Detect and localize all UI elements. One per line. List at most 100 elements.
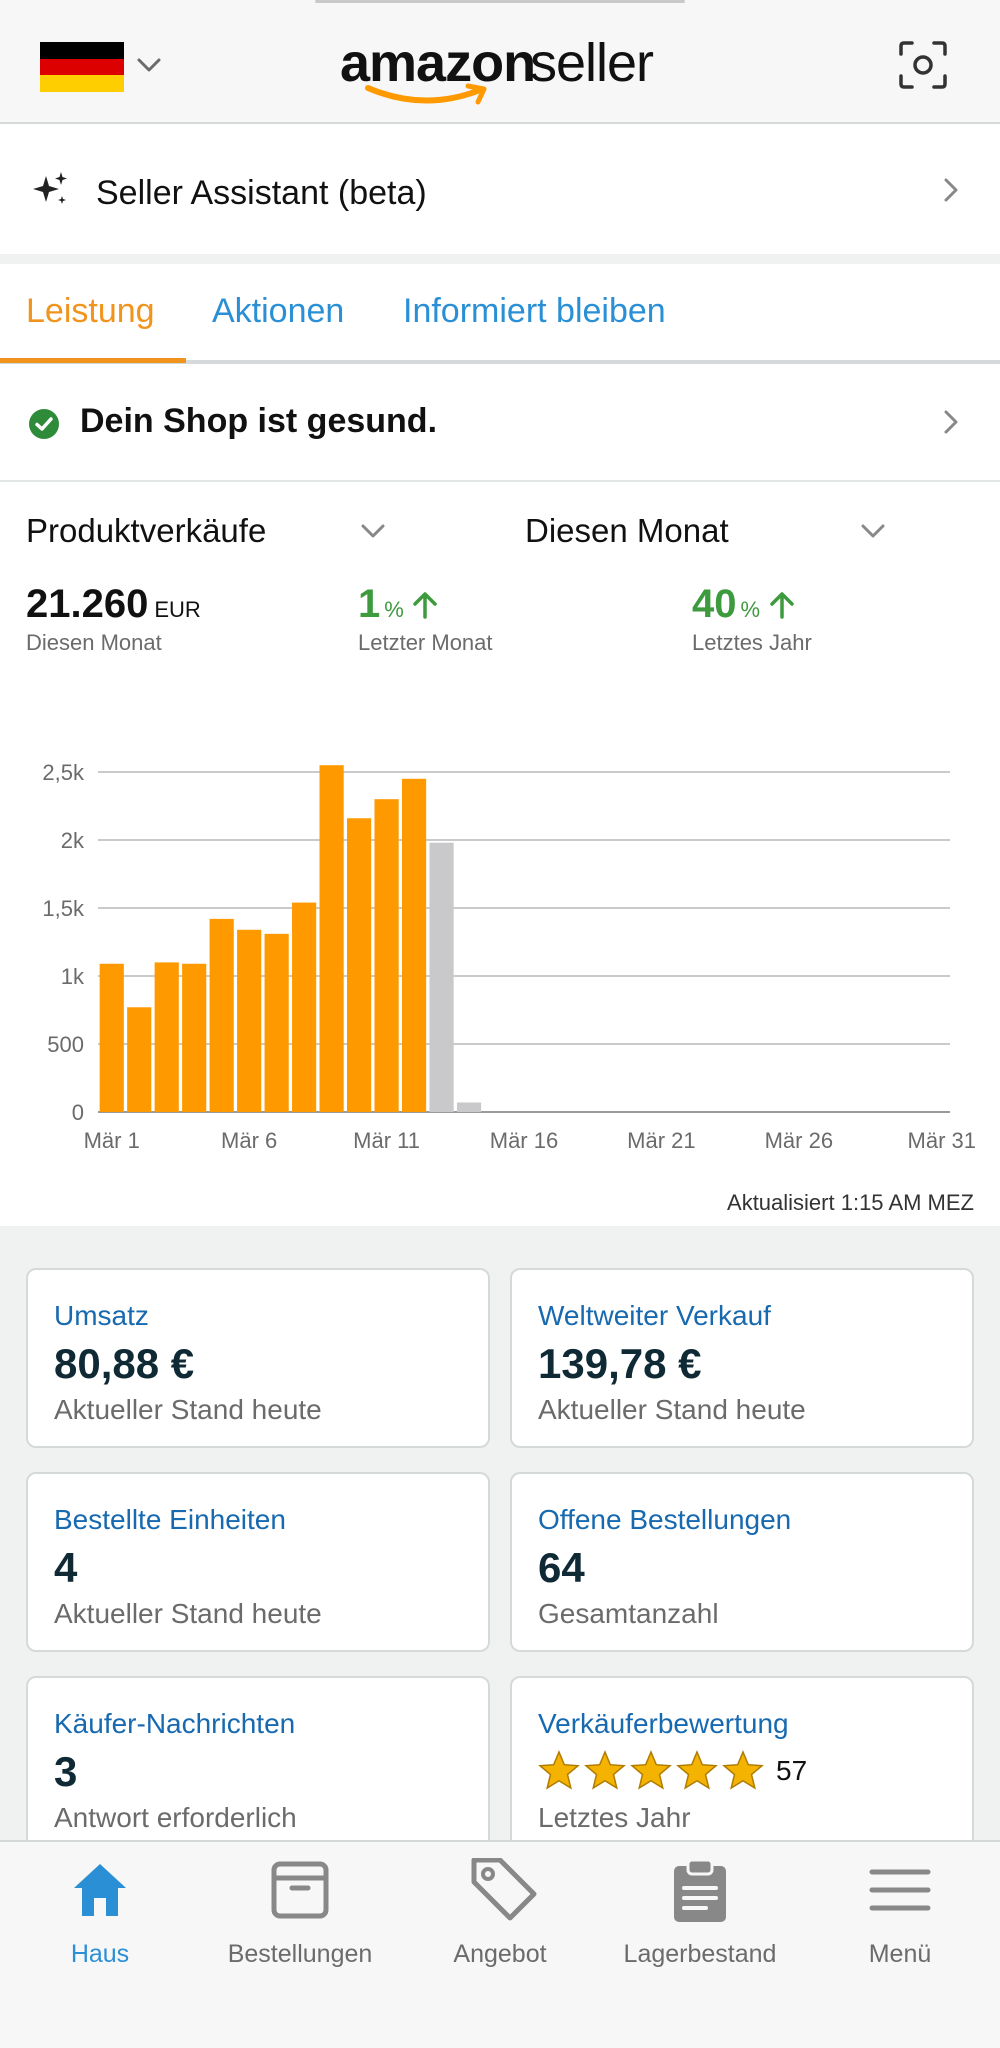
card-verkaeuferbewertung[interactable]: Verkäuferbewertung 57 Letztes Jahr [510, 1676, 974, 1856]
logo-word-seller: seller [530, 33, 654, 93]
nav-label: Haus [70, 1940, 130, 1968]
last-month-change: 1% [358, 582, 438, 627]
scan-icon[interactable] [898, 40, 948, 90]
chevron-down-icon[interactable] [858, 516, 888, 546]
hamburger-menu-icon [869, 1869, 931, 1911]
chevron-down-icon[interactable] [134, 50, 164, 80]
chart-bar [99, 963, 124, 1112]
y-tick-label: 1,5k [42, 896, 85, 921]
x-tick-label: Mär 31 [908, 1128, 976, 1153]
nav-label: Bestellungen [227, 1940, 373, 1968]
card-value: 64 [538, 1544, 585, 1591]
seller-assistant-row[interactable]: Seller Assistant (beta) [0, 126, 1000, 254]
metric-select[interactable]: Produktverkäufe [26, 512, 267, 549]
star-icon [722, 1750, 764, 1790]
sparkle-icon [33, 172, 67, 204]
chevron-right-icon[interactable] [940, 174, 964, 206]
tag-icon [471, 1858, 537, 1921]
x-tick-label: Mär 21 [627, 1128, 695, 1153]
chevron-down-icon[interactable] [358, 516, 388, 546]
chart-bar [319, 765, 344, 1112]
last-year-number: 40 [692, 582, 737, 626]
arrow-up-icon [413, 592, 438, 619]
card-weltweiter-verkauf[interactable]: Weltweiter Verkauf 139,78 € Aktueller St… [510, 1268, 974, 1448]
logo-word-amazon: amazon [340, 33, 536, 93]
nav-label: Lagerbestand [623, 1940, 777, 1968]
nav-label: Menü [868, 1940, 932, 1968]
chart-bar [127, 1007, 152, 1112]
app-header: amazon seller [0, 0, 1000, 124]
card-subtitle: Gesamtanzahl [538, 1598, 719, 1629]
tab-informiert-bleiben[interactable]: Informiert bleiben [403, 292, 666, 330]
germany-flag-icon[interactable] [40, 42, 124, 93]
card-subtitle: Letztes Jahr [538, 1802, 691, 1833]
card-bestellte-einheiten[interactable]: Bestellte Einheiten 4 Aktueller Stand he… [26, 1472, 490, 1652]
total-sales-caption: Diesen Monat [26, 630, 162, 655]
chart-bar [182, 963, 207, 1112]
last-year-unit: % [740, 597, 761, 622]
card-subtitle: Aktueller Stand heute [538, 1394, 806, 1425]
star-icon [676, 1750, 718, 1790]
card-subtitle: Antwort erforderlich [54, 1802, 297, 1833]
chart-bar [264, 933, 289, 1112]
chart-bar [401, 778, 427, 1112]
chart-bar [347, 818, 372, 1112]
nav-bestellungen[interactable]: Bestellungen [200, 1842, 400, 1982]
period-select[interactable]: Diesen Monat [525, 512, 729, 549]
nav-lagerbestand[interactable]: Lagerbestand [600, 1842, 800, 1982]
bottom-navigation: Haus Bestellungen Angebot Lagerbestand M… [0, 1840, 1000, 2048]
nav-label: Angebot [453, 1940, 547, 1968]
clipboard-icon [674, 1858, 726, 1922]
x-tick-label: Mär 16 [490, 1128, 558, 1153]
rating-count: 57 [776, 1755, 808, 1786]
status-pill [315, 0, 685, 3]
card-subtitle: Aktueller Stand heute [54, 1394, 322, 1425]
chart-bar [237, 929, 262, 1112]
star-rating: 57 [538, 1750, 807, 1792]
y-tick-label: 500 [47, 1032, 84, 1057]
chevron-right-icon[interactable] [940, 406, 964, 438]
x-tick-label: Mär 26 [765, 1128, 833, 1153]
total-sales-unit: EUR [154, 597, 201, 622]
smile-arrow-icon [365, 83, 487, 105]
last-month-number: 1 [358, 582, 381, 626]
card-kaeufer-nachrichten[interactable]: Käufer-Nachrichten 3 Antwort erforderlic… [26, 1676, 490, 1856]
y-tick-label: 0 [72, 1100, 84, 1125]
last-month-caption: Letzter Monat [358, 630, 493, 655]
card-title: Käufer-Nachrichten [54, 1708, 296, 1739]
chart-bar [209, 918, 234, 1112]
tab-aktionen[interactable]: Aktionen [212, 292, 345, 330]
tab-leistung[interactable]: Leistung [26, 292, 155, 330]
nav-angebot[interactable]: Angebot [400, 1842, 600, 1982]
card-value: 3 [54, 1748, 78, 1795]
card-offene-bestellungen[interactable]: Offene Bestellungen 64 Gesamtanzahl [510, 1472, 974, 1652]
last-year-caption: Letztes Jahr [692, 630, 812, 655]
card-title: Offene Bestellungen [538, 1504, 792, 1535]
arrow-up-icon [769, 592, 794, 619]
total-sales-number: 21.260 [26, 582, 149, 626]
shop-health-label: Dein Shop ist gesund. [80, 402, 438, 440]
total-sales-value: 21.260 EUR [26, 582, 201, 627]
check-circle-icon [29, 409, 59, 439]
nav-menue[interactable]: Menü [800, 1842, 1000, 1982]
last-updated-text: Aktualisiert 1:15 AM MEZ [727, 1190, 974, 1215]
y-tick-label: 1k [61, 964, 85, 989]
star-icon [630, 1750, 672, 1790]
amazon-seller-logo: amazon seller [340, 28, 670, 108]
card-value: 80,88 € [54, 1340, 195, 1387]
card-title: Weltweiter Verkauf [538, 1300, 771, 1331]
last-month-unit: % [384, 597, 404, 622]
shop-health-row[interactable]: Dein Shop ist gesund. [0, 364, 1000, 482]
section-divider [0, 254, 1000, 264]
star-icon [584, 1750, 626, 1790]
last-year-change: 40% [692, 582, 795, 627]
card-title: Verkäuferbewertung [538, 1708, 789, 1739]
card-title: Umsatz [54, 1300, 149, 1331]
star-icon [538, 1750, 580, 1790]
chart-bar [374, 799, 399, 1112]
nav-haus[interactable]: Haus [0, 1842, 200, 1982]
tab-bar: Leistung Aktionen Informiert bleiben [0, 264, 1000, 364]
card-umsatz[interactable]: Umsatz 80,88 € Aktueller Stand heute [26, 1268, 490, 1448]
card-subtitle: Aktueller Stand heute [54, 1598, 322, 1629]
box-icon [271, 1861, 329, 1919]
